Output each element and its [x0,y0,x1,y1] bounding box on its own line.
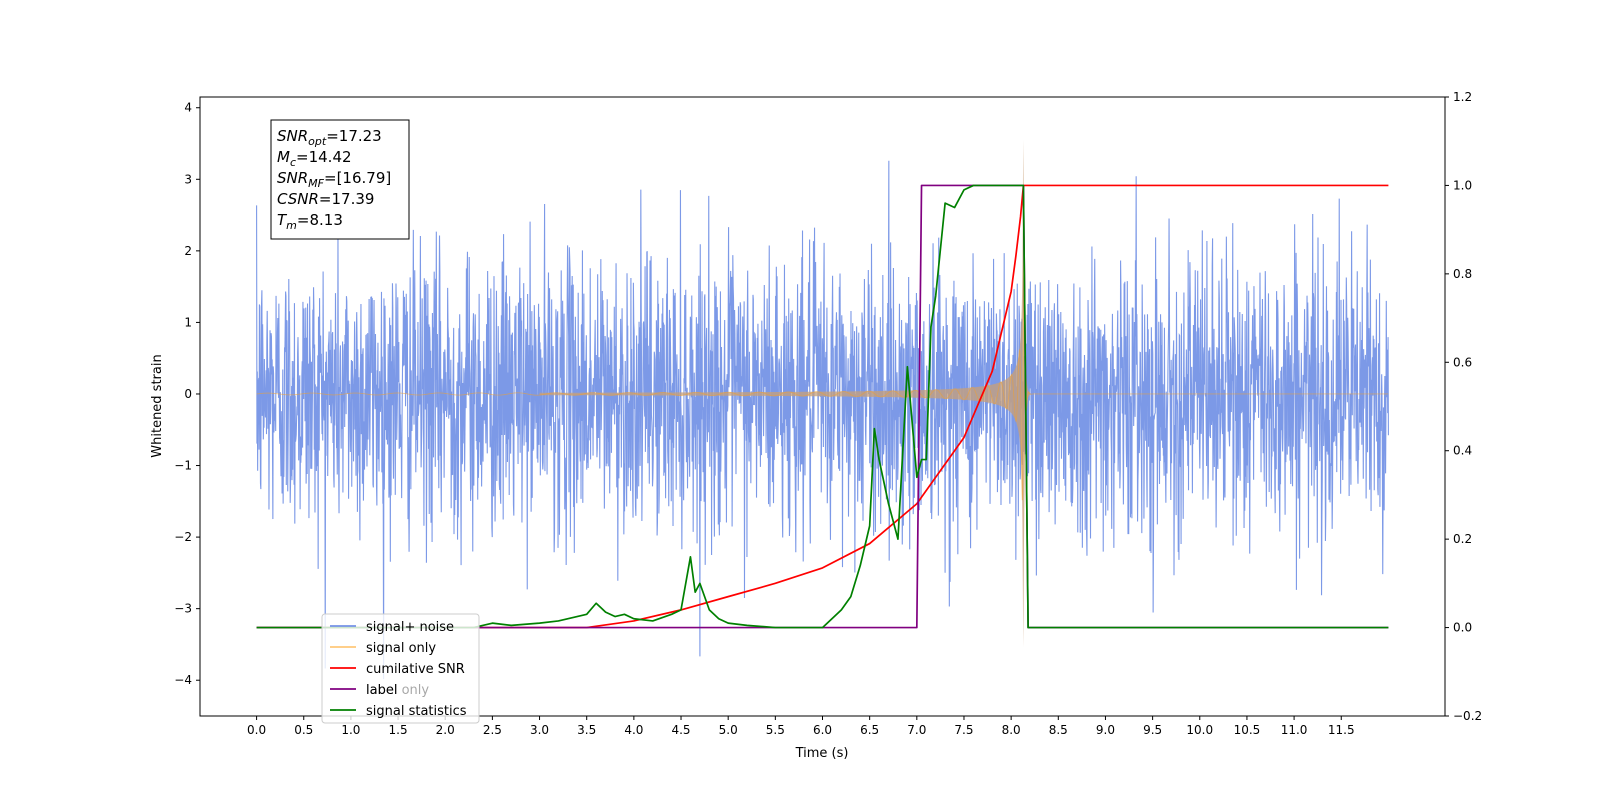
y2-tick-label: 0.8 [1453,267,1472,281]
x-tick-label: 0.0 [247,723,266,737]
x-tick-label: 0.5 [294,723,313,737]
x-axis-label: Time (s) [795,746,849,761]
y-tick-label: −1 [174,459,192,473]
x-tick-label: 4.0 [624,723,643,737]
legend-hidden-label: label only [366,683,429,698]
x-tick-label: 9.0 [1096,723,1115,737]
y-tick-label: 4 [184,101,192,115]
x-tick-label: 10.0 [1186,723,1213,737]
annotation-value: =8.13 [297,211,343,229]
x-tick-label: 8.5 [1049,723,1068,737]
x-tick-label: 10.5 [1234,723,1261,737]
annotation-value: =17.39 [319,190,375,208]
annotation-subscript: m [286,219,297,232]
y2-tick-label: 1.0 [1453,178,1472,192]
legend-label: signal only [366,641,436,656]
x-axis: 0.0 0.5 1.0 1.5 2.0 2.5 3.0 3.5 4.0 4.5 5.0 5.5 6.0 6… [247,716,1355,737]
legend-frame [321,613,480,724]
y-tick-label: 0 [184,387,192,401]
annotation-value: =14.42 [296,148,352,166]
annotation-symbol: T [277,211,288,229]
x-tick-label: 6.5 [860,723,879,737]
legend: signal+ noise signal only cumilative SNR la… [321,613,480,724]
x-tick-label: 9.5 [1143,723,1162,737]
series-line-signal-only [256,259,1389,501]
x-tick-label: 3.5 [577,723,596,737]
x-tick-label: 8.0 [1002,723,1021,737]
plot-data [256,139,1389,680]
annotation-line: CSNR=17.39 [277,190,374,208]
y2-tick-label: 0.2 [1453,532,1472,546]
x-tick-label: 11.5 [1328,723,1355,737]
y-axis-left: 4 3 2 1 0 −1 −2 −3 −4 [174,101,200,687]
annotation-subscript: opt [308,135,327,148]
annotation-symbol: CSNR [277,190,319,208]
annotation-subscript: MF [308,177,324,190]
x-tick-label: 2.0 [436,723,455,737]
y-tick-label: 1 [184,315,192,329]
legend-label: cumilative SNR [366,662,465,677]
annotation-symbol: SNR [277,127,308,145]
annotation-frame [270,119,410,240]
y2-tick-label: 1.2 [1453,90,1472,104]
x-tick-label: 7.5 [954,723,973,737]
annotation-value: =[16.79] [324,169,391,187]
x-tick-label: 5.0 [719,723,738,737]
annotation-symbol: SNR [277,169,308,187]
y-tick-label: 2 [184,244,192,258]
y2-tick-label: −0.2 [1453,709,1482,723]
y-tick-label: 3 [184,172,192,186]
annotation-subscript: c [290,156,296,169]
annotation-line: Mc=14.42 [277,148,352,169]
series-line-signal-statistics [256,184,1389,629]
x-tick-label: 3.0 [530,723,549,737]
annotation-line: SNRopt=17.23 [277,127,382,148]
annotation-box: SNRopt=17.23Mc=14.42SNRMF=[16.79]CSNR=17… [270,119,410,240]
y2-tick-label: 0.0 [1453,621,1472,635]
annotation-value: =17.23 [326,127,382,145]
x-tick-label: 2.5 [483,723,502,737]
legend-label: label [366,683,397,698]
y-tick-label: −3 [174,602,192,616]
y-tick-label: −4 [174,673,192,687]
x-tick-label: 11.0 [1281,723,1308,737]
x-tick-label: 7.0 [907,723,926,737]
y-tick-label: −2 [174,530,192,544]
y2-tick-label: 0.6 [1453,355,1472,369]
legend-label: signal statistics [366,704,467,719]
series-line-signal-noise [256,160,1389,680]
y2-tick-label: 0.4 [1453,444,1472,458]
x-tick-label: 1.0 [341,723,360,737]
series-envelope-signal-only [539,139,1031,649]
y-axis-label: Whitened strain [150,354,165,457]
legend-label: signal+ noise [366,620,454,635]
annotation-line: Tm=8.13 [277,211,343,232]
annotation-symbol: M [277,148,290,166]
annotation-line: SNRMF=[16.79] [277,169,391,190]
x-tick-label: 6.0 [813,723,832,737]
x-tick-label: 5.5 [766,723,785,737]
x-tick-label: 4.5 [671,723,690,737]
y-axis-right: 1.2 1.0 0.8 0.6 0.4 0.2 0.0 −0.2 [1445,90,1482,723]
x-tick-label: 1.5 [389,723,408,737]
